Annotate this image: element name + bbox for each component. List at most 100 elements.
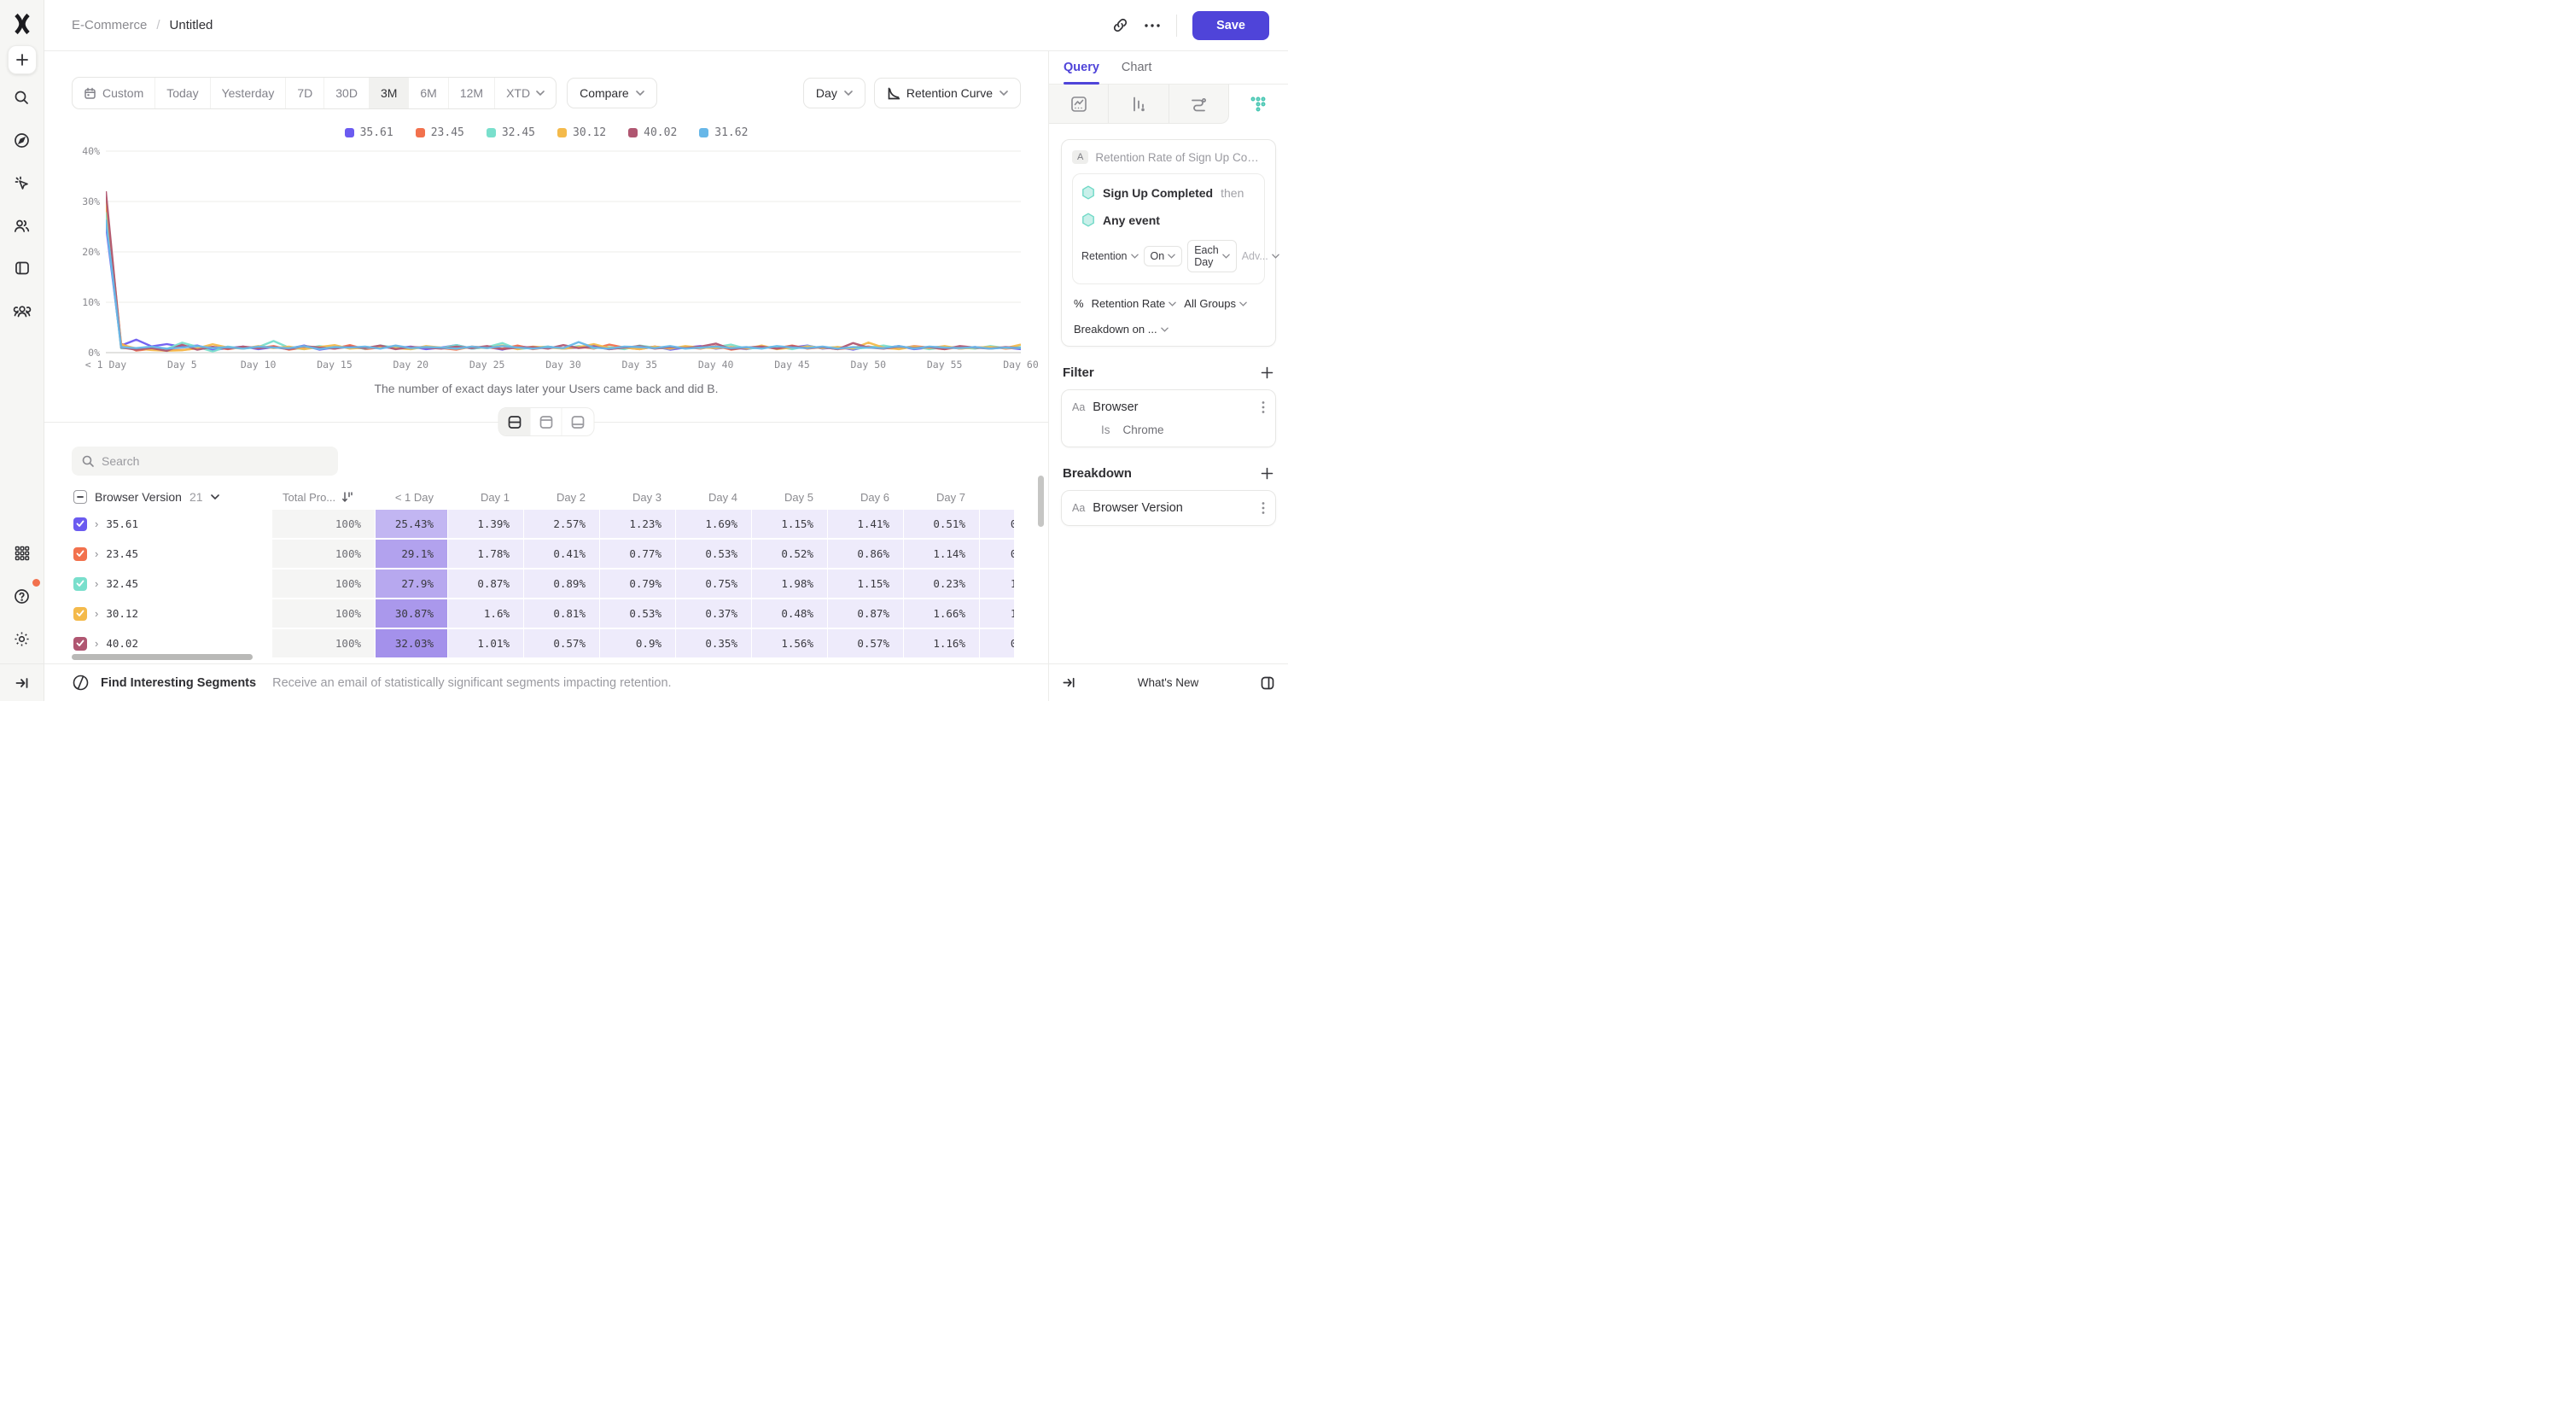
date-range-yesterday[interactable]: Yesterday — [211, 78, 287, 108]
find-segments-link[interactable]: Find Interesting Segments — [101, 675, 257, 690]
help-button[interactable] — [8, 579, 40, 610]
legend-item[interactable]: 31.62 — [699, 126, 748, 139]
legend-item[interactable]: 40.02 — [628, 126, 677, 139]
filter-property-row[interactable]: Aa Browser — [1072, 400, 1265, 414]
column-header-day-5[interactable]: Day 5 — [784, 490, 813, 504]
table-group-header[interactable]: Browser Version 21 — [72, 486, 271, 508]
column-header-day-6[interactable]: Day 6 — [860, 490, 889, 504]
horizontal-scrollbar[interactable] — [72, 654, 253, 660]
row-name-cell[interactable]: › 30.12 — [72, 599, 271, 628]
on-dropdown[interactable]: On — [1143, 246, 1183, 266]
select-all-checkbox[interactable] — [73, 490, 87, 504]
legend-item[interactable]: 35.61 — [344, 126, 393, 139]
compare-button[interactable]: Compare — [567, 78, 657, 108]
breadcrumb-doc-title[interactable]: Untitled — [169, 18, 213, 32]
tab-chart[interactable]: Chart — [1121, 61, 1152, 74]
row-expand-chevron[interactable]: › — [95, 577, 99, 590]
column-header--1-day[interactable]: < 1 Day — [394, 490, 434, 504]
add-filter-button[interactable] — [1260, 365, 1274, 380]
expand-sidebar-button[interactable] — [8, 669, 37, 698]
add-breakdown-button[interactable] — [1260, 466, 1274, 481]
legend-item[interactable]: 30.12 — [557, 126, 606, 139]
first-event-row[interactable]: Sign Up Completed then — [1081, 185, 1256, 200]
legend-item[interactable]: 23.45 — [415, 126, 464, 139]
tab-query[interactable]: Query — [1064, 51, 1099, 85]
layout-split-button[interactable] — [498, 408, 531, 435]
row-checkbox[interactable] — [73, 606, 87, 621]
row-name-cell[interactable]: › 23.45 — [72, 540, 271, 568]
partial-value: 0 — [1010, 637, 1014, 650]
row-name-cell[interactable]: › 35.61 — [72, 510, 271, 538]
vertical-scrollbar[interactable] — [1038, 476, 1044, 527]
date-range-30d[interactable]: 30D — [324, 78, 370, 108]
tab-flows[interactable] — [1169, 85, 1229, 124]
filter-menu-button[interactable] — [1262, 400, 1265, 414]
apps-grid-icon — [14, 545, 31, 562]
settings-button[interactable] — [8, 624, 37, 653]
create-button[interactable] — [7, 45, 37, 74]
breakdown-property-row[interactable]: Aa Browser Version — [1072, 501, 1265, 515]
date-range-today[interactable]: Today — [155, 78, 211, 108]
breakdown-menu-button[interactable] — [1262, 501, 1265, 515]
copy-link-button[interactable] — [1112, 17, 1128, 33]
row-checkbox[interactable] — [73, 636, 87, 651]
column-header-day-7[interactable]: Day 7 — [936, 490, 965, 504]
row-name-cell[interactable]: › 32.45 — [72, 570, 271, 598]
retention-type-dropdown[interactable]: Retention — [1081, 250, 1139, 262]
date-range-6m[interactable]: 6M — [409, 78, 449, 108]
filter-value[interactable]: Chrome — [1122, 424, 1164, 436]
apps-nav-button[interactable] — [8, 539, 37, 568]
y-axis-tick: 0% — [88, 347, 100, 359]
row-expand-chevron[interactable]: › — [95, 637, 99, 650]
date-range-7d[interactable]: 7D — [286, 78, 325, 108]
column-header-day-3[interactable]: Day 3 — [632, 490, 661, 504]
row-expand-chevron[interactable]: › — [95, 547, 99, 560]
rate-dropdown[interactable]: Retention Rate — [1092, 297, 1177, 310]
whats-new-link[interactable]: What's New — [1137, 676, 1199, 689]
row-checkbox[interactable] — [73, 576, 87, 591]
row-checkbox[interactable] — [73, 517, 87, 531]
tab-retention[interactable] — [1228, 85, 1288, 124]
date-range-xtd[interactable]: XTD — [495, 78, 556, 108]
layout-table-button[interactable] — [562, 408, 594, 435]
return-event-row[interactable]: Any event — [1081, 213, 1256, 227]
boards-nav-button[interactable] — [8, 254, 37, 283]
breadcrumb-project[interactable]: E-Commerce — [72, 18, 148, 32]
save-button[interactable]: Save — [1192, 10, 1269, 40]
events-nav-button[interactable] — [8, 168, 37, 197]
filter-operator[interactable]: Is — [1101, 424, 1110, 436]
more-options-button[interactable] — [1144, 23, 1161, 28]
granularity-button[interactable]: Day — [802, 78, 865, 108]
column-header-day-4[interactable]: Day 4 — [708, 490, 737, 504]
query-title[interactable]: Retention Rate of Sign Up Compl... — [1095, 150, 1265, 164]
legend-item[interactable]: 32.45 — [486, 126, 535, 139]
date-range-custom[interactable]: Custom — [73, 78, 156, 108]
search-nav-button[interactable] — [8, 83, 37, 112]
advanced-dropdown[interactable]: Adv... — [1242, 250, 1279, 262]
panel-layout-icon[interactable] — [1260, 675, 1275, 691]
row-expand-chevron[interactable]: › — [95, 607, 99, 620]
tab-funnels[interactable] — [1109, 85, 1169, 124]
discover-nav-button[interactable] — [8, 126, 37, 155]
cohorts-nav-button[interactable] — [8, 296, 37, 325]
total-column-header[interactable]: Total Pro... — [272, 486, 375, 508]
column-header-day-1[interactable]: Day 1 — [481, 490, 510, 504]
tab-insights[interactable] — [1049, 85, 1110, 124]
breakdown-on-dropdown[interactable]: Breakdown on ... — [1074, 323, 1169, 336]
interval-dropdown[interactable]: Each Day — [1187, 240, 1237, 272]
search-input[interactable] — [102, 454, 329, 468]
row-name-cell[interactable]: › 40.02 — [72, 629, 271, 657]
collapse-panel-button[interactable] — [1062, 675, 1076, 690]
date-range-3m[interactable]: 3M — [369, 78, 410, 108]
column-header-day-2[interactable]: Day 2 — [557, 490, 586, 504]
row-checkbox[interactable] — [73, 546, 87, 561]
row-expand-chevron[interactable]: › — [95, 517, 99, 530]
compass-icon — [13, 131, 31, 149]
x-axis-tick: Day 30 — [545, 359, 581, 371]
layout-chart-button[interactable] — [531, 408, 562, 435]
plus-icon — [15, 52, 30, 67]
date-range-12m[interactable]: 12M — [449, 78, 496, 108]
chart-type-button[interactable]: Retention Curve — [873, 78, 1021, 108]
users-nav-button[interactable] — [8, 211, 37, 240]
groups-dropdown[interactable]: All Groups — [1184, 297, 1247, 310]
